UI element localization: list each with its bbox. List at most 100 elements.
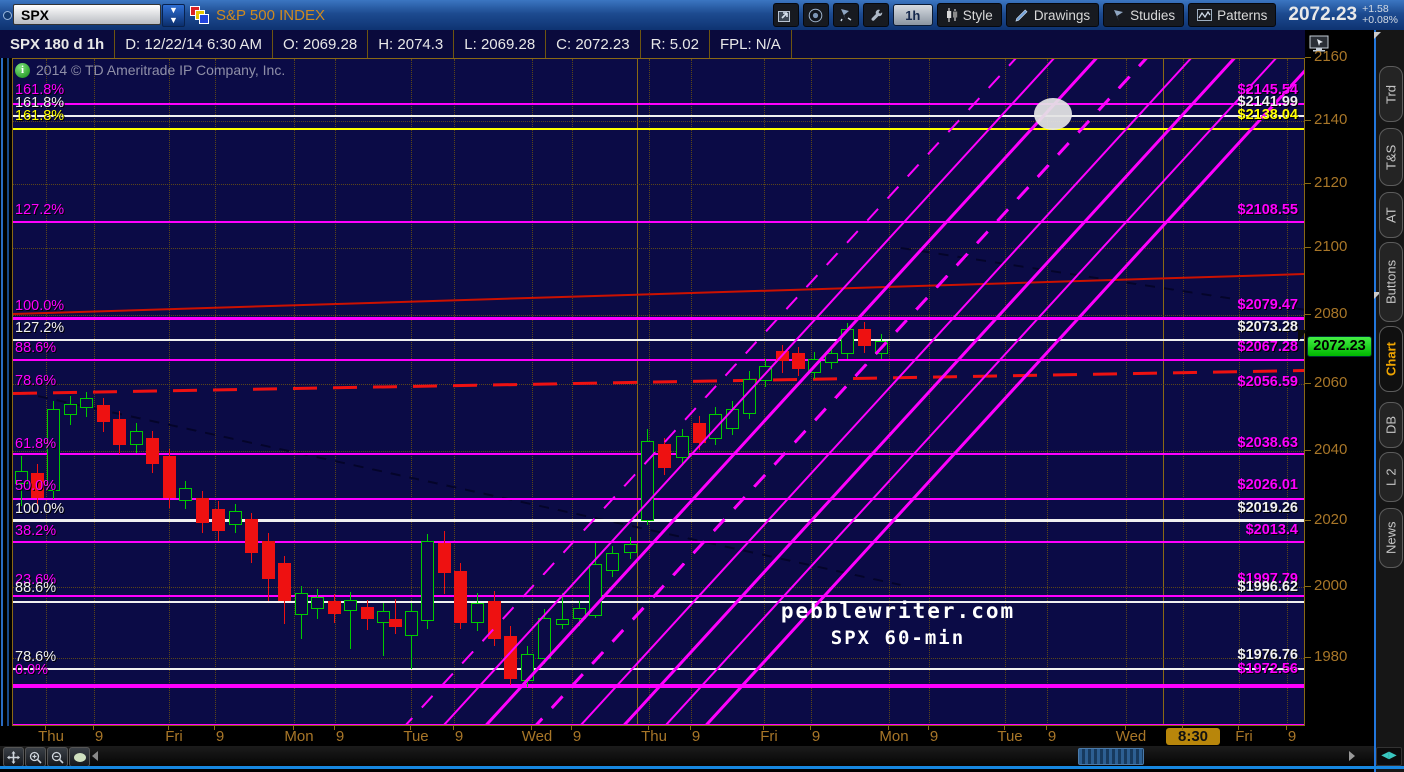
- axis-tick: [1305, 247, 1311, 248]
- fib-retracement-line[interactable]: [13, 359, 1304, 361]
- time-axis[interactable]: Thu 9 Fri 9 Mon 9 Tue 9 Wed 9 Thu 9 Fri 9 Mon 9 Tue 9 Wed 8…: [0, 726, 1374, 746]
- ohlc-field: C: 2072.23: [546, 30, 641, 58]
- splitter-arrow-icon[interactable]: [1374, 292, 1381, 299]
- fib-label: 100.0%: [15, 298, 65, 314]
- axis-tick: [1046, 726, 1047, 730]
- target-ellipse[interactable]: [1034, 98, 1072, 130]
- style-button[interactable]: Style: [936, 3, 1002, 27]
- grid-line: [764, 59, 765, 725]
- x-axis-label: Fri: [165, 728, 183, 745]
- fib-retracement-line[interactable]: [13, 317, 1304, 320]
- candle: [405, 611, 418, 636]
- candle: [776, 351, 789, 361]
- grid-line: [13, 384, 1304, 385]
- sidebar-tab-chart[interactable]: Chart: [1379, 326, 1403, 392]
- fib-retracement-line[interactable]: [13, 221, 1304, 223]
- price-change: +1.58 +0.08%: [1362, 3, 1398, 26]
- sidebar-tab-buttons[interactable]: Buttons: [1379, 242, 1403, 322]
- collapse-left-icon[interactable]: [92, 751, 98, 761]
- expand-horizontal-icon[interactable]: ◀▶: [1376, 747, 1402, 766]
- record-icon[interactable]: [802, 3, 829, 27]
- candle: [858, 329, 871, 346]
- grid-line: [294, 59, 295, 725]
- right-gadget-sidebar: Trd T&S AT Buttons Chart DB L 2 News: [1374, 30, 1404, 772]
- candle: [792, 353, 805, 369]
- axis-tick: [1182, 726, 1183, 730]
- zoom-in-icon[interactable]: [25, 747, 46, 767]
- fib-retracement-line[interactable]: [13, 724, 1304, 725]
- alerts-icon[interactable]: [832, 3, 859, 27]
- candle: [163, 456, 176, 498]
- x-axis-label: 9: [1287, 728, 1297, 745]
- sidebar-tab-trd[interactable]: Trd: [1379, 66, 1403, 122]
- fib-retracement-line[interactable]: [13, 595, 1304, 597]
- grid-line: [13, 184, 1304, 185]
- x-axis-label: 9: [94, 728, 104, 745]
- sidebar-tab-at[interactable]: AT: [1379, 192, 1403, 238]
- pan-icon[interactable]: [3, 747, 24, 767]
- candle: [15, 471, 28, 484]
- symbol-period-label: SPX 180 d 1h: [0, 30, 116, 58]
- watermark-line2: SPX 60-min: [830, 627, 966, 649]
- candle: [130, 431, 143, 445]
- candle: [454, 571, 467, 623]
- patterns-button[interactable]: Patterns: [1188, 3, 1277, 27]
- red-dashed-trendline[interactable]: [13, 369, 1304, 395]
- fib-label: 78.6%: [15, 373, 57, 389]
- x-axis-label: Wed: [1115, 728, 1147, 745]
- fib-retracement-line[interactable]: [13, 498, 1304, 500]
- y-axis-label: 2140: [1314, 111, 1348, 128]
- info-icon[interactable]: i: [15, 62, 30, 78]
- sidebar-tab-ts[interactable]: T&S: [1379, 128, 1403, 186]
- ellipse-tool-icon[interactable]: [69, 747, 90, 767]
- export-icon[interactable]: [772, 3, 799, 27]
- fib-retracement-line[interactable]: [13, 103, 1304, 105]
- ohlc-info-bar: SPX 180 d 1h D: 12/22/14 6:30 AM O: 2069.…: [0, 30, 1305, 59]
- interval-button[interactable]: 1h: [892, 4, 933, 26]
- grid-line: [811, 59, 812, 725]
- x-axis-label: Fri: [760, 728, 778, 745]
- sidebar-tab-news[interactable]: News: [1379, 508, 1403, 568]
- drawings-button[interactable]: Drawings: [1005, 3, 1100, 27]
- zoom-out-icon[interactable]: [47, 747, 68, 767]
- detach-chart-icon[interactable]: [1309, 34, 1331, 54]
- fib-label: 50.0%: [15, 478, 57, 494]
- studies-button[interactable]: Studies: [1103, 3, 1185, 27]
- fib-retracement-line[interactable]: [13, 668, 1304, 670]
- link-color-squares-icon[interactable]: [190, 6, 209, 24]
- fib-retracement-line[interactable]: [13, 128, 1304, 130]
- price-level-label: $2038.63: [1237, 435, 1298, 451]
- axis-tick: [1305, 383, 1311, 384]
- axis-tick: [810, 726, 811, 730]
- grid-line: [889, 59, 890, 725]
- candle: [146, 438, 159, 464]
- candle: [196, 498, 209, 523]
- axis-tick: [531, 726, 532, 730]
- fib-retracement-line[interactable]: [13, 541, 1304, 543]
- fib-retracement-line[interactable]: [13, 519, 1304, 522]
- left-window-edge: [0, 58, 12, 726]
- wrench-icon[interactable]: [862, 3, 889, 27]
- price-level-label: $2145.54: [1237, 82, 1298, 98]
- price-level-label: $2138.04: [1237, 107, 1298, 123]
- sidebar-tab-db[interactable]: DB: [1379, 402, 1403, 448]
- fib-retracement-line[interactable]: [13, 601, 1304, 603]
- scroll-right-icon[interactable]: [1349, 751, 1355, 761]
- grid-line: [1047, 59, 1048, 725]
- candle: [97, 405, 110, 422]
- symbol-input[interactable]: SPX: [13, 4, 161, 25]
- x-axis-label: Fri: [1235, 728, 1253, 745]
- scrollbar-thumb[interactable]: [1078, 748, 1144, 765]
- chart-plot-area[interactable]: i 2014 © TD Ameritrade IP Company, Inc. pe…: [12, 58, 1305, 726]
- splitter-arrow-icon[interactable]: [1374, 32, 1381, 39]
- x-axis-label: 9: [1047, 728, 1057, 745]
- sidebar-tab-l2[interactable]: L 2: [1379, 452, 1403, 502]
- fib-retracement-line[interactable]: [13, 339, 1304, 341]
- candle: [311, 597, 324, 609]
- fib-label: 161.8%: [15, 82, 65, 98]
- candle: [693, 423, 706, 443]
- price-level-label: $2026.01: [1237, 477, 1298, 493]
- fib-retracement-line[interactable]: [13, 115, 1304, 117]
- price-axis[interactable]: 2072.23 2160 2140 2120 2100 2080 2060 2040 2020…: [1298, 30, 1374, 772]
- symbol-dropdown-icon[interactable]: ▼ ▼: [162, 4, 185, 27]
